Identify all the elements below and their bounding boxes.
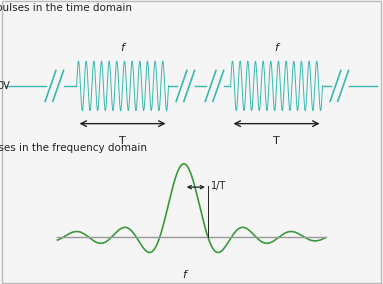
Text: f: f — [121, 43, 124, 53]
Text: T: T — [273, 136, 280, 146]
Text: (a) Repetitive RF pulses in the time domain: (a) Repetitive RF pulses in the time dom… — [0, 3, 132, 13]
Text: (b) Repetitive RF pulses in the frequency domain: (b) Repetitive RF pulses in the frequenc… — [0, 143, 147, 153]
Text: f: f — [275, 43, 278, 53]
Text: f: f — [182, 270, 186, 280]
Text: 0V: 0V — [0, 81, 10, 91]
Text: T: T — [119, 136, 126, 146]
Text: 1/T: 1/T — [211, 181, 226, 191]
